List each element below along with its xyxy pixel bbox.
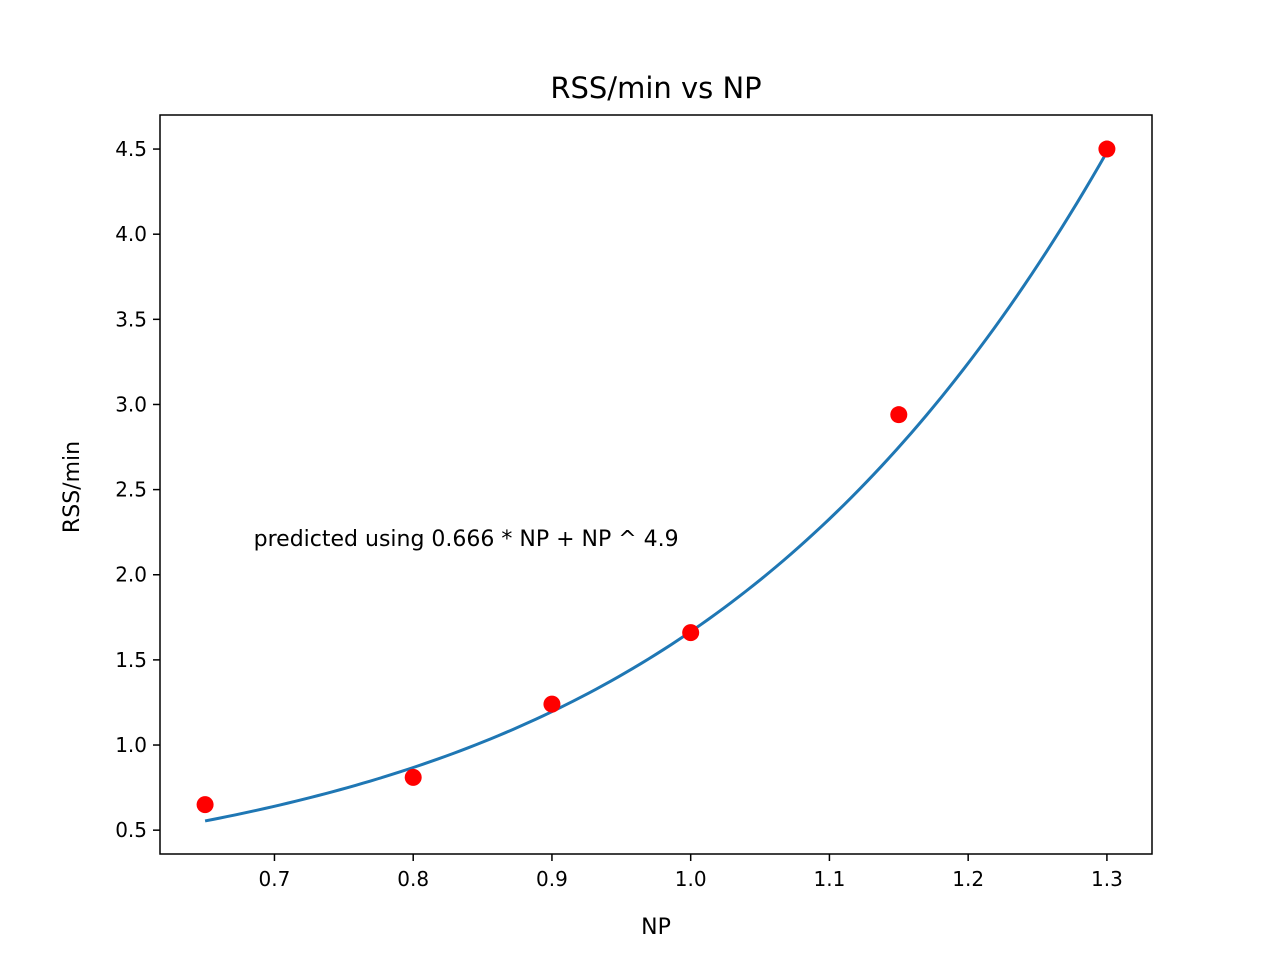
y-tick-label: 1.0 <box>115 733 147 757</box>
chart-title: RSS/min vs NP <box>550 71 761 105</box>
x-axis-label: NP <box>641 915 671 940</box>
x-tick-label: 0.8 <box>397 867 429 891</box>
y-tick-label: 3.5 <box>115 307 147 331</box>
y-tick-label: 4.0 <box>115 222 147 246</box>
data-point <box>890 406 908 424</box>
y-tick-label: 2.0 <box>115 563 147 587</box>
annotation-text: predicted using 0.666 * NP + NP ^ 4.9 <box>254 527 679 552</box>
y-tick-label: 0.5 <box>115 818 147 842</box>
data-point <box>682 624 700 642</box>
y-tick-label: 4.5 <box>115 137 147 161</box>
data-point <box>404 768 422 786</box>
plot-area: predicted using 0.666 * NP + NP ^ 4.9 0.7… <box>115 114 1153 891</box>
x-tick-label: 1.0 <box>675 867 707 891</box>
y-tick-label: 3.0 <box>115 392 147 416</box>
x-tick-label: 0.9 <box>536 867 568 891</box>
fit-curve-line <box>204 151 1109 823</box>
data-point <box>196 796 214 814</box>
x-tick-label: 1.1 <box>814 867 846 891</box>
x-tick-label: 0.7 <box>259 867 291 891</box>
x-tick-label: 1.3 <box>1091 867 1123 891</box>
y-tick-label: 1.5 <box>115 648 147 672</box>
plot-frame <box>159 114 1153 855</box>
data-point <box>543 695 561 713</box>
y-axis-label: RSS/min <box>60 441 85 533</box>
y-tick-label: 2.5 <box>115 478 147 502</box>
x-tick-label: 1.2 <box>952 867 984 891</box>
data-point <box>1098 140 1116 158</box>
